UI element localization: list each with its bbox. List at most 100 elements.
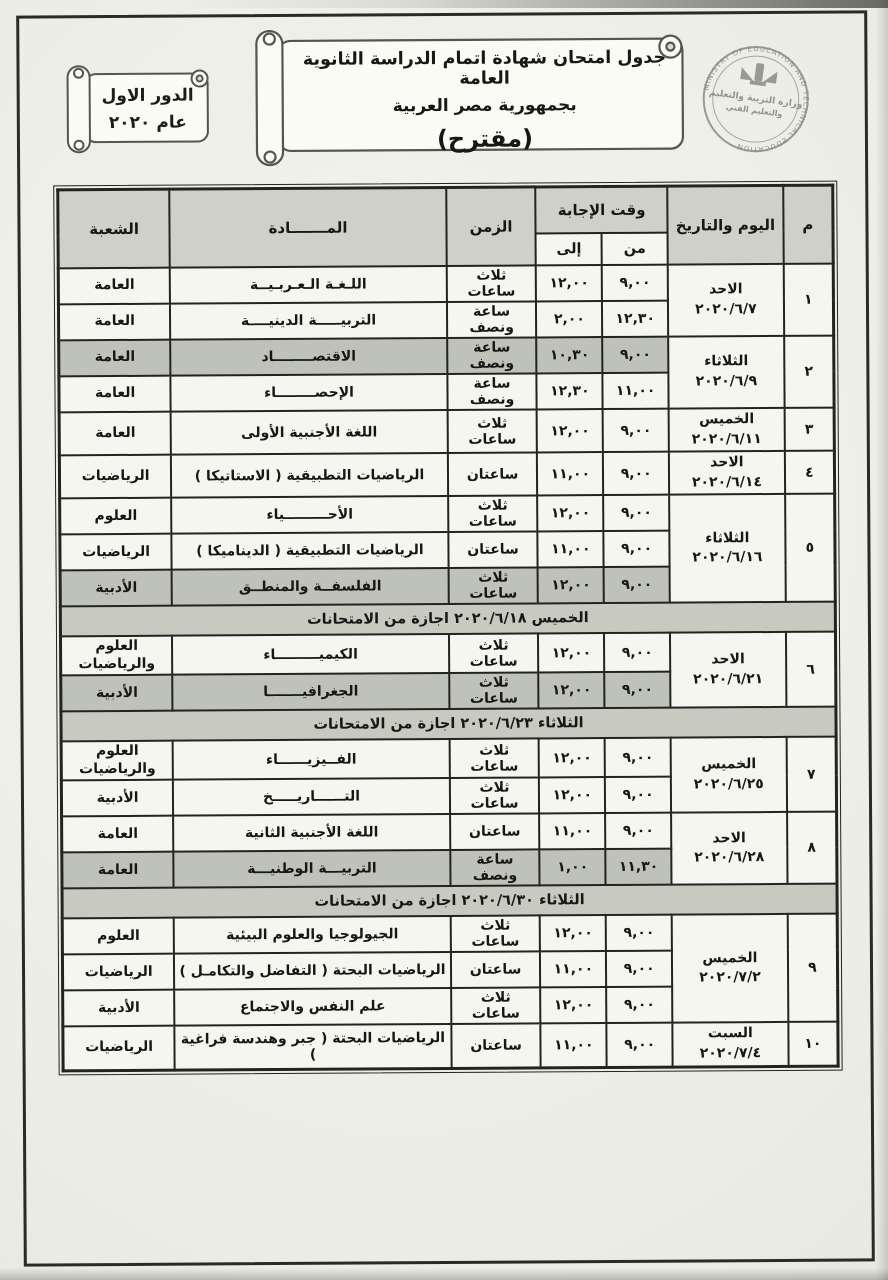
serial-cell: ٧ (786, 736, 837, 813)
date-value: ٢٠٢٠/٦/٧ (695, 301, 757, 318)
duration-cell: ساعتان (449, 813, 540, 851)
header-answer-time: وقت الإجابة (535, 186, 668, 234)
from-cell: ٩,٠٠ (603, 451, 670, 496)
from-cell: ٩,٠٠ (601, 264, 669, 302)
serial-cell: ٥ (784, 493, 836, 603)
subject-cell: الكيميـــــــــاء (172, 634, 449, 676)
to-cell: ١٢,٠٠ (537, 495, 604, 532)
from-cell: ١٢,٣٠ (602, 300, 669, 338)
from-cell: ٩,٠٠ (603, 495, 670, 532)
serial-cell: ٣ (784, 407, 835, 452)
branch-cell: الرياضيات (62, 1026, 175, 1071)
branch-cell: العامة (58, 303, 171, 341)
header-from: من (601, 232, 668, 266)
duration-cell: ثلاث ساعات (447, 495, 538, 533)
day-name: السبت (707, 1025, 753, 1042)
day-date-cell: الاحد ٢٠٢٠/٦/٢٨ (671, 812, 788, 885)
from-cell: ٩,٠٠ (604, 672, 671, 709)
subject-cell: الرياضيات البحتة ( التفاضل والتكامـل ) (174, 952, 451, 991)
branch-cell: العامة (59, 411, 172, 456)
day-name: الاحد (710, 454, 744, 471)
to-cell: ١٢,٠٠ (539, 777, 606, 814)
exam-row: ٣ الخميس ٢٠٢٠/٦/١١ ٩,٠٠ ١٢,٠٠ ثلاث ساعات اللغة… (59, 407, 835, 456)
date-value: ٢٠٢٠/٦/١١ (691, 430, 762, 448)
day-name: الاحد (709, 281, 743, 298)
date-value: ٢٠٢٠/٦/١٦ (692, 549, 763, 566)
branch-cell: العامة (58, 267, 171, 305)
subject-cell: الرياضيات التطبيقية ( الاستاتيكا ) (171, 453, 448, 499)
day-date-cell: السبت ٢٠٢٠/٧/٤ (672, 1022, 789, 1067)
eagle-icon (740, 63, 778, 87)
serial-cell: ١٠ (788, 1021, 839, 1066)
duration-cell: ثلاث ساعات (449, 738, 540, 779)
from-cell: ٩,٠٠ (606, 950, 673, 988)
to-cell: ١٢,٠٠ (540, 987, 607, 1024)
date-value: ٢٠٢٠/٦/٢٨ (694, 849, 765, 866)
duration-cell: ساعتان (448, 531, 539, 569)
exam-row: ٨ الاحد ٢٠٢٠/٦/٢٨ ٩,٠٠ ١١,٠٠ ساعتان اللغة الأج… (61, 811, 838, 885)
holiday-cell: الخميس ٢٠٢٠/٦/١٨ اجازة من الامتحانات (60, 601, 836, 637)
to-cell: ١٢,٠٠ (537, 409, 604, 453)
subject-cell: اللـغـة الـعـربـيــة (170, 265, 447, 304)
subject-cell: الأحـــــــــياء (171, 496, 449, 535)
to-cell: ١٢,٠٠ (538, 633, 605, 673)
branch-cell: الأدبية (60, 570, 173, 607)
date-value: ٢٠٢٠/٧/٢ (699, 969, 761, 986)
from-cell: ٩,٠٠ (606, 1022, 673, 1068)
day-date-cell: الاحد ٢٠٢٠/٦/٧ (667, 263, 784, 337)
to-cell: ١٢,٠٠ (538, 672, 605, 709)
duration-cell: ثلاث ساعات (450, 987, 541, 1025)
holiday-cell: الثلاثاء ٢٠٢٠/٦/٣٠ اجازة من الامتحانات (62, 883, 838, 919)
to-cell: ١١,٠٠ (540, 1023, 607, 1068)
from-cell: ٩,٠٠ (602, 336, 669, 374)
exam-row: ٢ الثلاثاء ٢٠٢٠/٦/٩ ٩,٠٠ ١٠,٣٠ ساعة ونصف الاقت… (58, 335, 835, 409)
day-name: الاحد (712, 829, 746, 847)
from-cell: ٩,٠٠ (605, 914, 673, 952)
duration-cell: ساعة ونصف (446, 301, 537, 338)
exam-row: ٥ الثلاثاء ٢٠٢٠/٦/١٦ ٩,٠٠ ١٢,٠٠ ثلاث ساعات الأ… (59, 493, 836, 604)
duration-cell: ساعتان (451, 1023, 542, 1069)
ministry-seal-icon: وزارة التربية والتعليم والتعليم الفني MI… (695, 38, 817, 160)
session-scroll-banner: الدور الاول عام ٢٠٢٠ (59, 57, 218, 158)
day-name: الثلاثاء (704, 353, 749, 370)
proposed-label: (مقترح) (436, 124, 534, 154)
subject-cell: الرياضيات التطبيقية ( الديناميكا ) (171, 532, 449, 571)
branch-cell: العامة (58, 339, 171, 377)
serial-cell: ٦ (785, 631, 836, 708)
from-cell: ٩,٠٠ (605, 812, 672, 850)
date-value: ٢٠٢٠/٧/٤ (699, 1045, 762, 1062)
duration-cell: ثلاث ساعات (447, 409, 538, 454)
subject-cell: الرياضيات البحتة ( جبر وهندسة فراغية ) (174, 1024, 452, 1070)
to-cell: ٢,٠٠ (536, 301, 603, 338)
to-cell: ١١,٠٠ (537, 531, 604, 568)
subject-cell: اللغة الأجنبية الثانية (173, 814, 451, 853)
from-cell: ٩,٠٠ (605, 777, 672, 814)
subject-cell: الجغرافيـــــــا (172, 673, 450, 712)
exam-row: ٧ الخميس ٢٠٢٠/٦/٢٥ ٩,٠٠ ١٢,٠٠ ثلاث ساعات الفــ… (61, 736, 837, 813)
session-line-2: عام ٢٠٢٠ (108, 112, 187, 134)
duration-cell: ساعة ونصف (446, 337, 537, 374)
session-line-1: الدور الاول (101, 85, 194, 107)
header-branch: الشعبة (57, 189, 171, 269)
duration-cell: ثلاث ساعات (448, 672, 539, 710)
to-cell: ١١,٠٠ (539, 813, 606, 850)
exam-row: ٦ الاحد ٢٠٢٠/٦/٢١ ٩,٠٠ ١٢,٠٠ ثلاث ساعات الكيمي… (60, 631, 836, 709)
subject-cell: التربيـــة الوطنيـــة (173, 850, 451, 889)
day-date-cell: الاحد ٢٠٢٠/٦/١٤ (668, 451, 785, 496)
exam-table: م اليوم والتاريخ وقت الإجابة الزمن المــ… (53, 180, 843, 1075)
header-day-date: اليوم والتاريخ (667, 185, 784, 265)
subject-cell: علم النفس والاجتماع (174, 988, 452, 1027)
date-value: ٢٠٢٠/٦/٢١ (693, 670, 764, 688)
serial-cell: ٩ (787, 913, 838, 1023)
subject-cell: اللغة الأجنبية الأولى (170, 409, 448, 455)
duration-cell: ساعة ونصف (447, 373, 538, 410)
to-cell: ١٢,٠٠ (540, 915, 607, 952)
holiday-row: الثلاثاء ٢٠٢٠/٦/٣٠ اجازة من الامتحانات (62, 883, 838, 919)
subject-cell: الاقتصــــــــاد (170, 337, 448, 376)
branch-cell: العامة (58, 375, 171, 413)
subject-cell: الفلسفــة والمنطــق (171, 568, 449, 607)
duration-cell: ثلاث ساعات (446, 265, 537, 302)
duration-cell: ثلاث ساعات (449, 777, 540, 815)
date-value: ٢٠٢٠/٦/١٤ (691, 473, 763, 491)
